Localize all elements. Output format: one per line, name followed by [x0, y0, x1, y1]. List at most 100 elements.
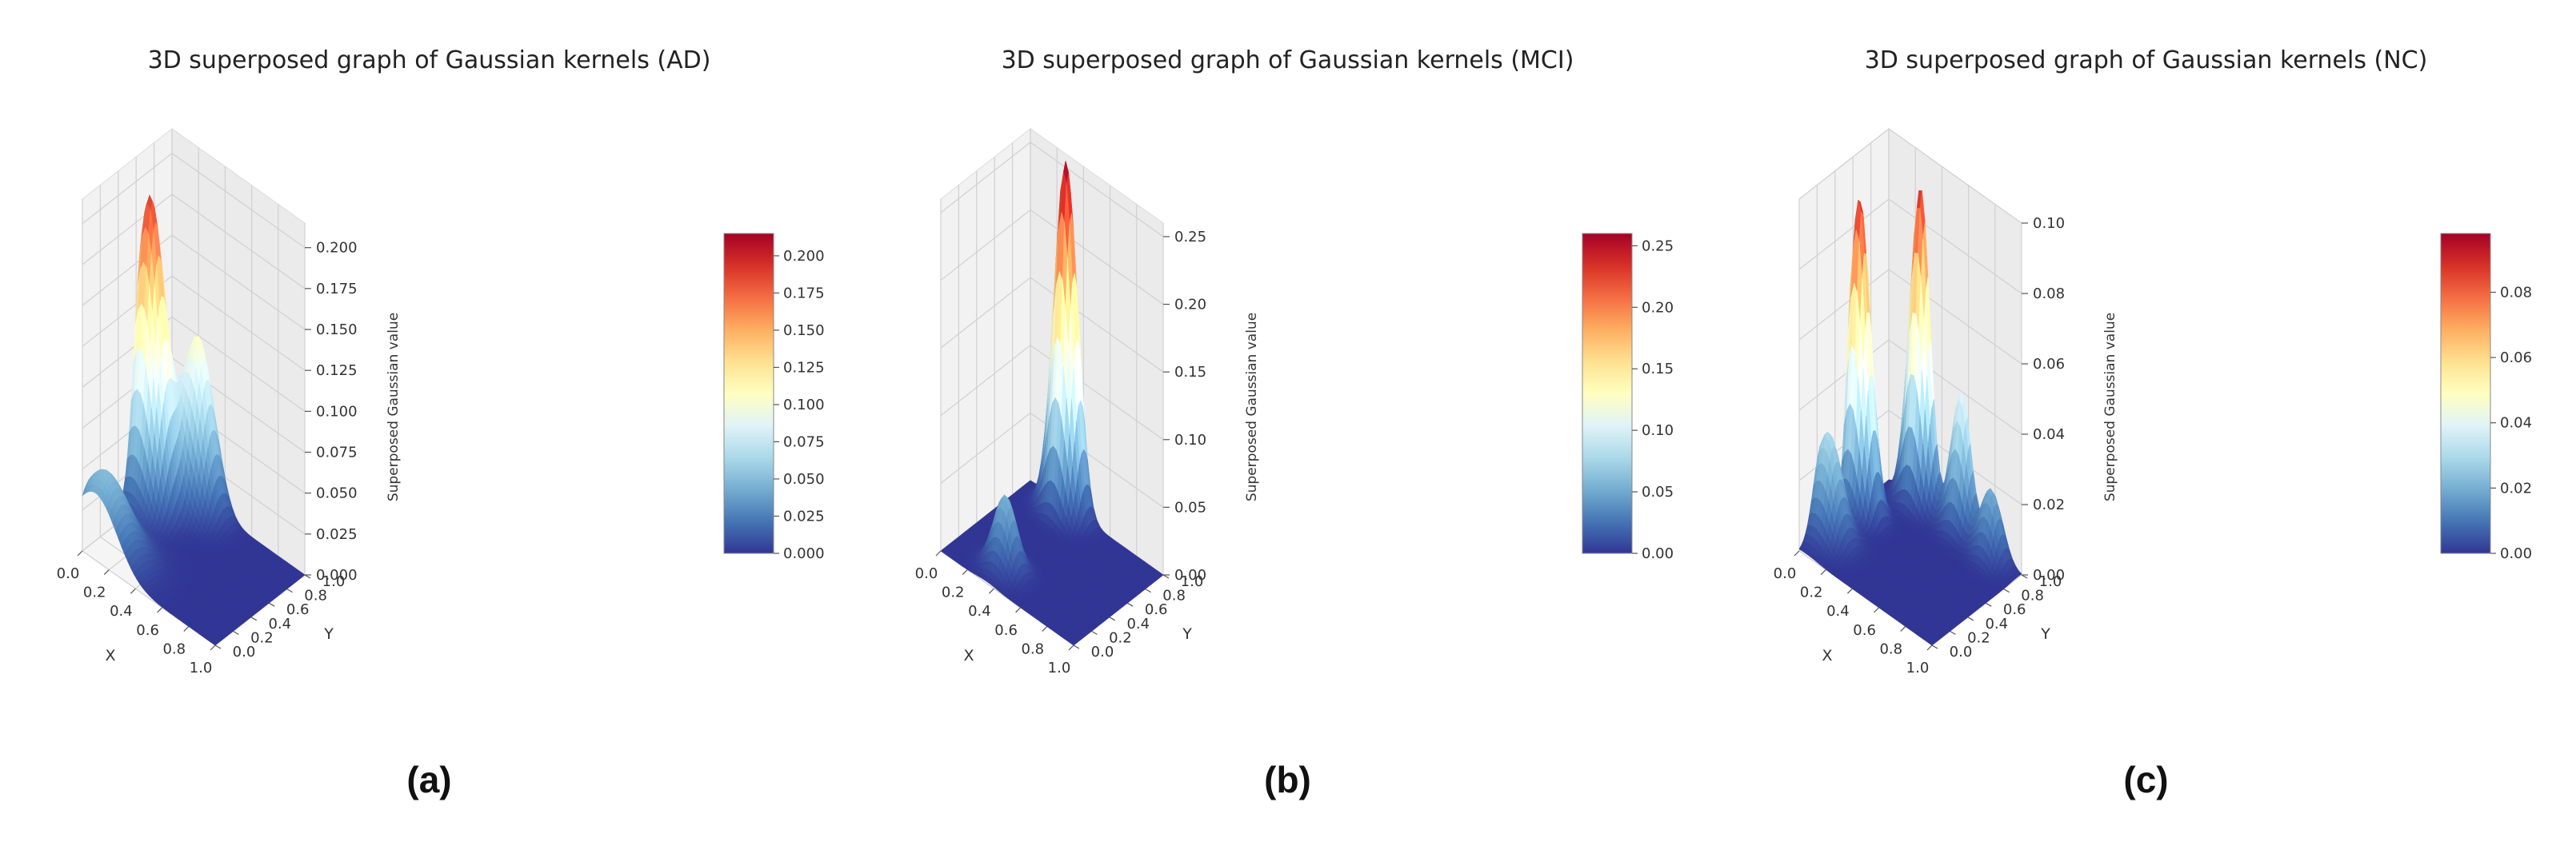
y-tick-label: 0.2 [1109, 629, 1132, 646]
x-tick [1068, 644, 1074, 651]
colorbar-tick-label: 0.150 [783, 322, 825, 339]
z-axis-label: Superposed Gaussian value [386, 313, 402, 501]
colorbar: 0.00 0.02 0.04 0.06 0.08 [2440, 233, 2532, 562]
x-tick-label: 1.0 [1906, 660, 1930, 676]
z-tick-label: 0.100 [316, 403, 358, 420]
x-tick [1874, 607, 1880, 613]
x-tick [962, 569, 968, 576]
z-tick-label: 0.125 [316, 362, 358, 379]
colorbar-tick-label: 0.08 [2500, 284, 2532, 301]
y-tick [1985, 602, 1992, 607]
colorbar-tick-label: 0.025 [783, 508, 825, 525]
x-tick-label: 0.0 [57, 565, 80, 582]
chart-panel-nc: 3D superposed graph of Gaussian kernels … [1717, 0, 2575, 842]
colorbar-gradient [2440, 233, 2491, 554]
x-tick-label: 0.8 [1879, 640, 1902, 657]
y-tick-label: 0.0 [1091, 644, 1114, 660]
z-tick-label: 0.10 [1174, 432, 1206, 449]
y-tick [1091, 630, 1098, 635]
grid-line [82, 234, 306, 330]
back-pane-left [940, 127, 1031, 553]
chart-title: 3D superposed graph of Gaussian kernels … [1864, 46, 2428, 74]
colorbar-tick-label: 0.000 [783, 545, 825, 562]
z-tick-label: 0.075 [316, 445, 358, 461]
y-tick [1109, 617, 1116, 621]
colorbar-tick-label: 0.20 [1642, 299, 1674, 316]
y-axis-label: Y [2040, 625, 2050, 643]
y-tick [1967, 617, 1974, 621]
grid-line [940, 277, 1164, 373]
panel-label: (b) [1264, 759, 1311, 800]
colorbar-gradient [723, 233, 774, 554]
y-tick [1073, 644, 1080, 649]
x-tick [77, 550, 83, 557]
grid-line [1798, 269, 2022, 365]
panel-label: (c) [2123, 759, 2169, 800]
y-tick [2021, 574, 2028, 579]
x-tick [988, 588, 994, 594]
z-axis-label: Superposed Gaussian value [2102, 313, 2118, 501]
x-tick [1900, 625, 1906, 632]
x-tick [210, 644, 216, 651]
colorbar-tick-label: 0.15 [1642, 361, 1674, 377]
colorbar-tick-label: 0.075 [783, 433, 825, 450]
x-tick-label: 0.6 [136, 622, 159, 639]
z-tick-label: 0.000 [316, 567, 358, 584]
surface [82, 194, 306, 646]
colorbar-tick-label: 0.200 [783, 248, 825, 265]
x-tick-label: 0.6 [1853, 622, 1876, 639]
colorbar: 0.00 0.05 0.10 0.15 0.20 0.25 [1582, 233, 1674, 562]
y-tick [233, 630, 239, 635]
plot-area: 0.00.20.40.60.81.00.00.20.40.60.81.00.00… [57, 127, 402, 676]
x-tick [130, 588, 136, 594]
colorbar-tick-label: 0.00 [2500, 545, 2532, 562]
z-tick-label: 0.050 [316, 485, 358, 502]
z-tick-label: 0.00 [1174, 567, 1206, 584]
chart-title: 3D superposed graph of Gaussian kernels … [147, 46, 711, 74]
colorbar-tick-label: 0.00 [1642, 545, 1674, 562]
y-axis-label: Y [323, 625, 334, 643]
z-tick-label: 0.20 [1174, 297, 1206, 313]
colorbar-tick-label: 0.050 [783, 471, 825, 488]
x-tick-label: 1.0 [1048, 660, 1071, 676]
x-tick-label: 0.8 [162, 640, 186, 657]
grid-line [82, 194, 306, 289]
x-tick-label: 0.2 [1800, 585, 1823, 601]
y-tick [250, 617, 258, 621]
z-tick-label: 0.05 [1174, 499, 1206, 516]
surface-plot-ad: 0.00.20.40.60.81.00.00.20.40.60.81.00.00… [57, 127, 825, 676]
z-tick-label: 0.025 [316, 526, 358, 543]
y-tick [214, 644, 222, 649]
x-tick [1015, 607, 1022, 613]
y-tick-label: 0.0 [1950, 644, 1973, 660]
surface-plot-mci: 0.00.20.40.60.81.00.00.20.40.60.81.00.00… [915, 127, 1674, 676]
y-axis-label: Y [1182, 625, 1192, 643]
y-tick [1931, 644, 1938, 649]
chart-title: 3D superposed graph of Gaussian kernels … [1001, 46, 1574, 74]
y-tick [1126, 602, 1134, 607]
colorbar-tick-label: 0.10 [1642, 422, 1674, 439]
x-tick [183, 625, 190, 632]
grid-line [82, 152, 306, 249]
grid-line [1798, 198, 2022, 294]
x-tick-label: 0.0 [1774, 565, 1797, 582]
colorbar-tick-label: 0.05 [1642, 484, 1674, 501]
z-tick-label: 0.02 [2033, 497, 2065, 513]
z-tick-label: 0.200 [316, 240, 358, 257]
x-tick-label: 0.0 [915, 565, 938, 582]
colorbar-tick-label: 0.25 [1642, 237, 1674, 254]
x-tick [1794, 550, 1800, 557]
panel-label: (a) [406, 759, 452, 800]
grid-line [940, 345, 1164, 441]
chart-panel-ad: 3D superposed graph of Gaussian kernels … [0, 0, 858, 842]
y-tick-label: 0.4 [1126, 616, 1150, 632]
y-tick [304, 574, 311, 579]
plot-area: 0.00.20.40.60.81.00.00.20.40.60.81.00.00… [915, 127, 1260, 676]
z-tick-label: 0.00 [2033, 567, 2065, 584]
colorbar-tick-label: 0.175 [783, 285, 825, 301]
x-tick [1042, 625, 1048, 632]
grid-line [1798, 339, 2022, 435]
x-tick-label: 0.2 [83, 585, 106, 601]
y-tick [2003, 589, 2010, 593]
y-tick-label: 0.8 [1162, 588, 1186, 605]
